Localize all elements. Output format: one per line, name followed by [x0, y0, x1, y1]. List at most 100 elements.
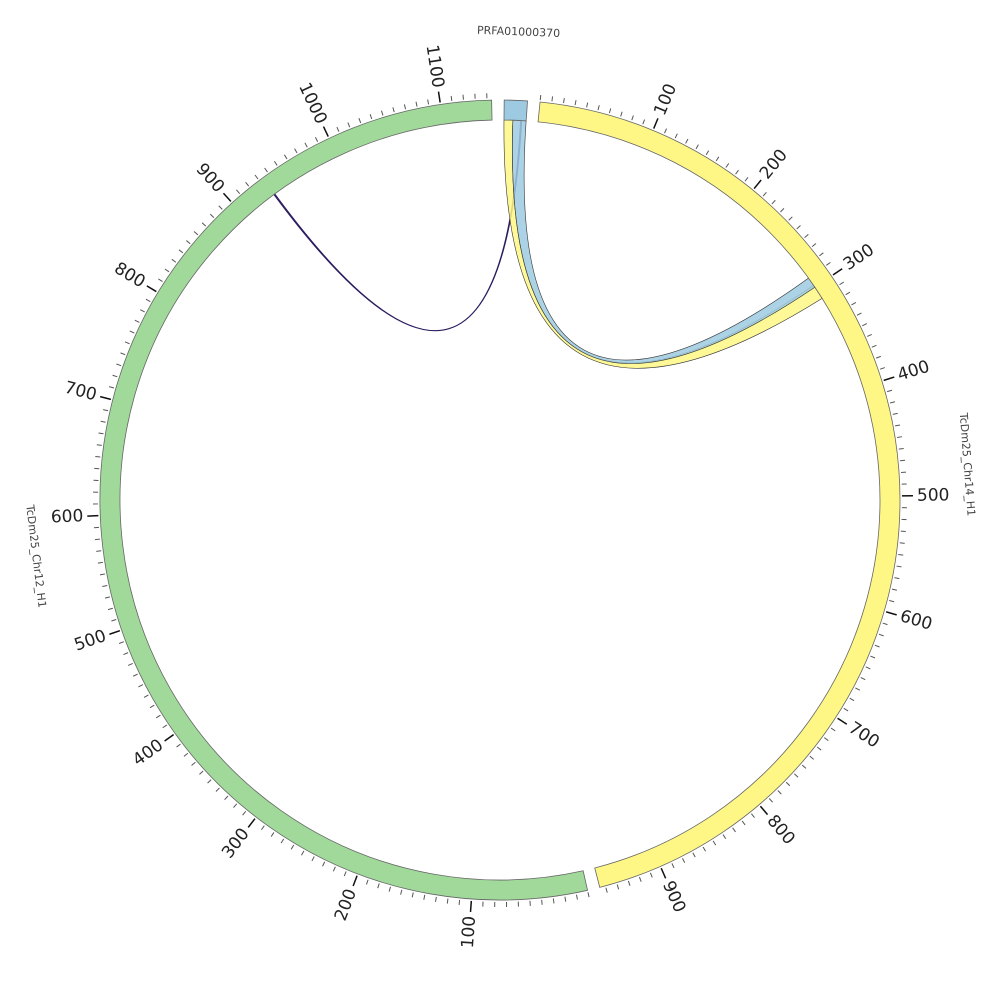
minor-tick	[207, 779, 212, 784]
minor-tick	[111, 619, 117, 622]
minor-tick	[158, 278, 163, 283]
minor-tick	[627, 880, 631, 886]
minor-tick	[860, 676, 866, 681]
minor-tick	[741, 820, 746, 826]
minor-tick	[290, 844, 295, 850]
major-tick	[653, 118, 659, 129]
minor-tick	[132, 673, 138, 677]
minor-tick	[715, 156, 720, 162]
minor-tick	[280, 838, 285, 844]
minor-tick	[199, 770, 204, 775]
minor-tick	[878, 633, 884, 637]
minor-tick	[638, 876, 642, 882]
minor-tick	[261, 825, 265, 831]
minor-tick	[209, 213, 215, 218]
minor-tick	[427, 99, 430, 105]
minor-tick	[377, 883, 380, 889]
minor-tick	[839, 281, 844, 286]
tick-label: 700	[845, 718, 883, 752]
minor-tick	[120, 352, 126, 356]
minor-tick	[343, 871, 347, 877]
minor-tick	[811, 243, 817, 248]
tick-label: 500	[917, 485, 950, 505]
minor-tick	[446, 898, 449, 904]
minor-tick	[771, 199, 776, 205]
major-tick	[759, 805, 769, 816]
minor-tick	[882, 622, 888, 626]
minor-tick	[215, 787, 220, 792]
minor-tick	[108, 386, 115, 389]
minor-tick	[777, 790, 782, 795]
minor-tick	[118, 641, 124, 644]
minor-tick	[178, 249, 184, 254]
minor-tick	[270, 832, 275, 837]
minor-tick	[671, 863, 675, 869]
major-tick	[883, 376, 895, 382]
minor-tick	[301, 850, 305, 856]
tick-label: 400	[895, 357, 932, 386]
tick-label: 800	[763, 811, 799, 849]
minor-tick	[574, 100, 577, 106]
tick-label: 700	[62, 378, 98, 405]
minor-tick	[233, 803, 238, 808]
minor-tick	[692, 852, 696, 858]
minor-tick	[400, 889, 403, 895]
minor-tick	[97, 561, 103, 564]
minor-tick	[140, 309, 145, 313]
minor-tick	[264, 167, 268, 173]
minor-tick	[95, 456, 101, 458]
major-tick	[885, 611, 897, 616]
minor-tick	[874, 644, 880, 648]
minor-tick	[145, 298, 151, 303]
minor-tick	[597, 105, 600, 111]
major-tick	[469, 900, 473, 912]
minor-tick	[388, 886, 391, 892]
minor-tick	[193, 231, 199, 236]
minor-tick	[823, 737, 829, 741]
minor-tick	[183, 752, 189, 757]
minor-tick	[415, 101, 418, 107]
major-tick	[109, 629, 121, 635]
segment	[503, 99, 528, 122]
minor-tick	[768, 798, 773, 803]
minor-tick	[819, 252, 824, 257]
tick-label: 1000	[294, 80, 331, 128]
minor-tick	[725, 163, 730, 168]
minor-tick	[855, 687, 861, 691]
minor-tick	[403, 104, 407, 110]
tick-label: 300	[840, 240, 878, 275]
minor-tick	[586, 102, 589, 108]
minor-tick	[849, 697, 855, 702]
minor-tick	[347, 122, 351, 128]
minor-tick	[856, 312, 862, 316]
minor-tick	[631, 115, 634, 121]
major-tick	[352, 875, 358, 887]
minor-tick	[891, 588, 897, 591]
minor-tick	[552, 898, 555, 904]
minor-tick	[176, 743, 181, 748]
minor-tick	[218, 205, 223, 210]
tick-label: 100	[458, 915, 480, 949]
minor-tick	[392, 107, 395, 113]
tick-label: 200	[331, 886, 361, 923]
minor-tick	[411, 892, 414, 898]
minor-tick	[294, 148, 298, 154]
minor-tick	[695, 144, 699, 150]
minor-tick	[134, 319, 140, 323]
minor-tick	[155, 714, 161, 719]
minor-tick	[744, 176, 749, 182]
tick-label: 200	[756, 145, 792, 183]
minor-tick	[224, 795, 229, 801]
minor-tick	[143, 694, 149, 698]
segment-name: PRFA01000370	[477, 24, 561, 40]
minor-tick	[830, 727, 836, 732]
minor-tick	[358, 118, 362, 124]
minor-tick	[895, 424, 901, 427]
minor-tick	[314, 137, 319, 142]
minor-tick	[116, 363, 122, 367]
minor-tick	[129, 330, 135, 334]
minor-tick	[898, 447, 904, 450]
minor-tick	[164, 268, 170, 273]
minor-tick	[112, 374, 118, 378]
